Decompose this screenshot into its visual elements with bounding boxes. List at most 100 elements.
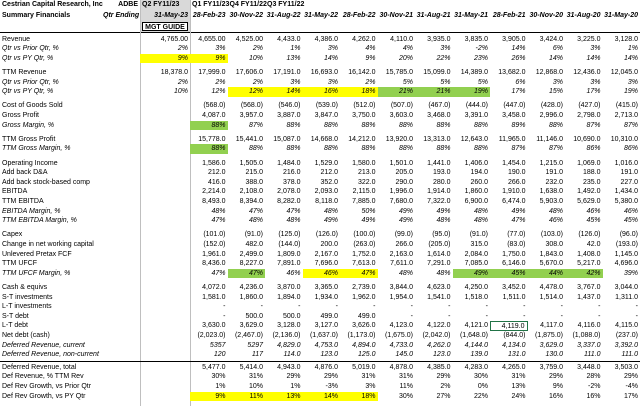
row-label: S-T investments <box>2 293 53 301</box>
cell-value: 1,580.0 <box>352 159 376 167</box>
cell-value: 5% <box>477 78 488 86</box>
cell-value: 47% <box>511 217 526 225</box>
cell-value: 215.0 <box>245 169 263 177</box>
cell-value: 9% <box>552 382 563 390</box>
cell-value: (237.0) <box>615 331 638 339</box>
cell-value: 46% <box>302 268 340 279</box>
cell-value: 48% <box>248 217 263 225</box>
cell-value: 24% <box>511 392 526 400</box>
cell-value: 1,529.0 <box>314 159 338 167</box>
cell-value: 49% <box>398 217 413 225</box>
cell-value: 1,541.0 <box>427 293 451 301</box>
cell-value: (152.0) <box>203 240 226 248</box>
row-label: Operating Income <box>2 159 58 167</box>
cell-value: 191.0 <box>620 169 638 177</box>
cell-value: 29% <box>286 373 301 381</box>
cell-value: 10% <box>173 88 188 96</box>
cell-value: 188.0 <box>582 169 601 177</box>
cell-value: 212.0 <box>207 169 226 177</box>
cell-value: 315.0 <box>470 240 488 248</box>
cell-value: 1% <box>290 45 301 53</box>
header-fill <box>140 10 190 21</box>
cell-value: 14% <box>548 54 563 62</box>
cell-value: 145.0 <box>395 351 413 359</box>
cell-value: (125.0) <box>278 231 301 239</box>
cell-value: (427.0) <box>578 102 601 110</box>
row-label: Gross Profit <box>2 111 39 119</box>
cell-value: 5,670.0 <box>539 260 563 268</box>
row-label: TTM UFCF Margin, % <box>2 269 71 277</box>
cell-value: 3% <box>440 45 451 53</box>
cell-value: 48% <box>436 217 451 225</box>
row-label: Qtr vs PY Qtr, % <box>2 54 54 62</box>
cell-value: 30% <box>398 392 413 400</box>
cell-value: 17,191.0 <box>273 68 301 76</box>
cell-value: 2,713.0 <box>614 111 638 119</box>
cell-value: 500.0 <box>282 312 301 320</box>
cell-value: 1,809.0 <box>277 250 301 258</box>
cell-value: 12% <box>211 88 226 96</box>
cell-value: 5357 <box>209 341 226 349</box>
cell-value: 2,499.0 <box>239 250 263 258</box>
cell-value: 3,629.0 <box>539 341 563 349</box>
cell-value: 20% <box>398 54 413 62</box>
cell-value: 16% <box>586 392 601 400</box>
cell-value: 4,250.0 <box>464 283 488 291</box>
cell-value: 1,511.0 <box>502 293 526 301</box>
cell-value: 3% <box>327 78 338 86</box>
cell-value: 5,019.0 <box>352 363 376 371</box>
date-label: 31-May-22 <box>304 11 338 19</box>
cell-value: 7,885.0 <box>352 197 376 205</box>
cell-value: 5297 <box>247 341 263 349</box>
cell-value: 13% <box>265 391 303 402</box>
cell-value: 2,078.0 <box>277 188 301 196</box>
cell-value: - <box>410 303 413 311</box>
cell-value: 7,680.0 <box>389 197 413 205</box>
cell-value: - <box>560 312 563 320</box>
cell-value: 46% <box>586 207 601 215</box>
cell-value: -3% <box>325 382 338 390</box>
cell-value: 47% <box>286 207 301 215</box>
cell-value: - <box>223 303 226 311</box>
cell-value: 15,099.0 <box>423 68 451 76</box>
cell-value: 49% <box>323 217 338 225</box>
cell-value: 1,962.0 <box>352 293 376 301</box>
cell-value: 48% <box>323 207 338 215</box>
cell-value: 3% <box>327 45 338 53</box>
cell-value: (144.0) <box>278 240 301 248</box>
cell-value: 111.0 <box>621 351 638 359</box>
cell-value: 190.0 <box>507 169 526 177</box>
quarter-label: Q3 FY11/22 <box>267 1 305 8</box>
cell-value: (96.0) <box>619 231 638 239</box>
cell-value: (77.0) <box>507 231 526 239</box>
cell-value: 4,478.0 <box>539 283 563 291</box>
cell-value: 123.0 <box>432 351 451 359</box>
quarter-label: Q1 FY11/23 <box>192 1 230 8</box>
cell-value: 14,668.0 <box>310 135 338 143</box>
cell-value: 5% <box>440 78 451 86</box>
cell-value: 205.0 <box>395 169 413 177</box>
cell-value: 2,115.0 <box>352 188 376 196</box>
cell-value: 280.0 <box>432 178 451 186</box>
row-label: Change in net working capital <box>2 240 94 248</box>
cell-value: 14% <box>302 391 340 402</box>
cell-value: (539.0) <box>315 102 338 110</box>
row-label: Qtr vs Prior Qtr, % <box>2 45 59 53</box>
cell-value: 216.0 <box>282 169 301 177</box>
cell-value: (99.0) <box>394 231 413 239</box>
row-label: TTM UFCF <box>2 260 37 268</box>
cell-value: 117 <box>251 351 263 359</box>
cell-value: 482.0 <box>245 240 263 248</box>
cell-value: 17% <box>623 392 638 400</box>
cell-value: - <box>373 303 376 311</box>
cell-value: 235.0 <box>582 178 601 186</box>
cell-value: 1,454.0 <box>502 159 526 167</box>
cell-value: (1,648.0) <box>459 331 488 339</box>
cell-value: 8,493.0 <box>202 197 226 205</box>
cell-value: 29% <box>436 373 451 381</box>
cell-value: 31% <box>398 373 413 381</box>
cell-value: 3% <box>590 78 601 86</box>
cell-value: 3,603.0 <box>389 111 413 119</box>
cell-value: 1,069.0 <box>577 159 601 167</box>
